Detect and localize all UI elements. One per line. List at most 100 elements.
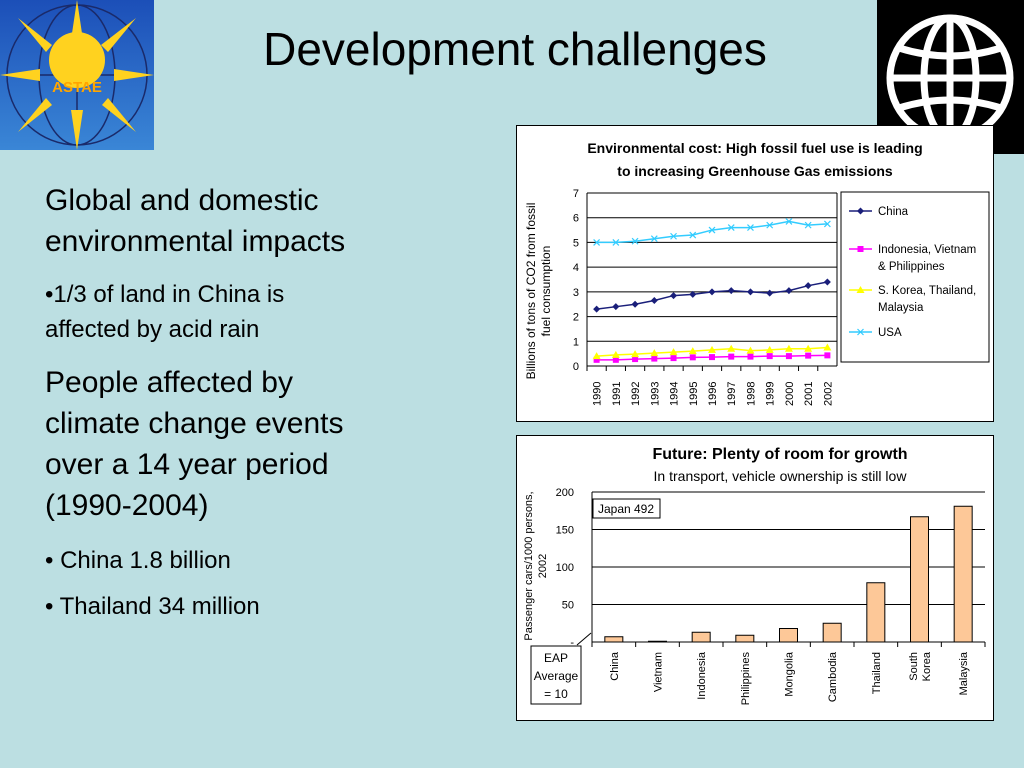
chart1-ytick-label: 0 [573,361,579,373]
chart1-ytick-label: 6 [573,213,579,225]
chart1-point [593,305,601,313]
chart2-bar [735,634,755,643]
chart1-point [611,350,620,358]
chart2-bar [910,516,929,643]
chart1-point [689,354,696,361]
chart1-xtick-label: 1993 [649,382,661,406]
chart1-legend-label: & Philippines [878,261,945,273]
chart1-ylabel-line2: fuel consumption [539,246,553,337]
chart2-bar [648,640,667,643]
chart1-ytick-label: 3 [573,287,579,299]
chart1-point [688,347,697,355]
chart1-point [650,297,658,305]
chart1-point [766,289,774,297]
chart1-point [650,235,658,243]
chart1-xtick-label: 1991 [611,382,623,406]
chart1-title-line1: Environmental cost: High fossil fuel use… [587,140,922,156]
chart1-point [670,292,678,300]
chart2-xtick-label: Cambodia [827,651,839,702]
chart2-bar [779,628,798,643]
chart1-point [823,343,832,351]
chart2-xtick-label: Philippines [740,652,752,706]
chart1-legend-label: USA [878,327,902,339]
chart2-bar [822,622,842,643]
chart1-point [746,346,755,354]
japan-annotation: Japan 492 [598,502,654,516]
page-title: Development challenges [263,23,767,75]
astae-logo: ASTAE [0,0,154,150]
chart1-point [727,224,735,232]
chart1-legend [840,191,990,363]
vehicle-bar-chart: Future: Plenty of room for growth In tra… [523,446,986,706]
chart2-ytick-label: - [570,637,574,649]
chart1-point [823,278,831,286]
chart1-ytick-label: 2 [573,312,579,324]
chart1-point [765,345,774,353]
chart1-point [631,300,639,308]
chart1-point [727,287,735,295]
chart2-xtick-label: Mongolia [784,651,796,697]
chart1-point [747,353,754,360]
chart1-point [670,232,677,240]
chart1-legend-label: Malaysia [878,302,924,314]
chart1-ytick-label: 5 [573,237,579,249]
eap-annotation-line3: = 10 [544,687,568,701]
chart1-xtick-label: 1999 [765,382,777,406]
chart1-point [784,344,793,352]
chart2-ytick-label: 50 [562,600,574,612]
vehicle-chart-panel: Future: Plenty of room for growth In tra… [516,435,994,721]
chart2-ylabel-line2: 2002 [537,554,549,578]
chart1-point [592,352,601,360]
chart1-point [650,349,659,357]
eap-annotation-line2: Average [534,669,579,683]
chart1-point [824,352,831,359]
chart1-point [785,287,793,295]
chart1-point [612,303,620,311]
chart1-xtick-label: 1998 [745,382,757,406]
chart1-legend-label: S. Korea, Thailand, [878,285,976,297]
chart1-ytick-label: 4 [573,262,579,274]
chart1-point [669,348,678,356]
chart1-point [857,246,864,252]
chart1-point [632,356,639,363]
chart1-point [631,350,640,358]
chart2-xtick-label: Malaysia [958,651,970,695]
chart1-title-line2: to increasing Greenhouse Gas emissions [617,163,893,179]
japan-annotation-box [592,498,661,519]
chart1-point [728,353,735,360]
chart2-bar [953,505,973,643]
bullet-thailand-affected: • Thailand 34 million [45,593,260,620]
chart1-xtick-label: 2002 [822,382,834,406]
chart2-xtick-label: Korea [921,651,933,681]
chart1-series [593,352,831,363]
chart2-ytick-label: 200 [556,487,574,499]
chart1-point [857,328,864,336]
chart1-point [746,288,754,296]
eap-annotation-box [530,645,582,705]
chart1-point [856,286,865,293]
chart1-point [766,353,773,360]
co2-chart-panel: Environmental cost: High fossil fuel use… [516,125,994,422]
chart2-xtick-label: Vietnam [653,652,665,692]
chart2-title: Future: Plenty of room for growth [652,446,907,463]
chart2-ytick-label: 100 [556,562,574,574]
chart1-point [612,356,619,363]
chart1-point [785,353,792,360]
chart1-point [804,221,812,229]
chart2-bar [604,636,624,643]
bullet-global-impacts: Global and domestic environmental impacts [45,184,346,258]
chart2-xtick-label: Indonesia [696,651,708,700]
chart2-subtitle: In transport, vehicle ownership is still… [654,468,908,484]
chart1-point [804,282,812,290]
chart1-point [708,226,716,234]
chart2-ylabel-line1: Passenger cars/1000 persons, [523,491,535,640]
chart1-ytick-label: 7 [573,188,579,200]
chart1-point [593,356,600,363]
bullet-china-affected: • China 1.8 billion [45,547,231,574]
chart1-series [593,278,831,313]
chart2-xtick-label: South [908,652,920,681]
bullet-acid-rain: •1/3 of land in China is affected by acid… [45,281,285,343]
chart1-series [593,217,831,246]
chart1-xtick-label: 2000 [784,382,796,406]
chart1-point [805,352,812,359]
